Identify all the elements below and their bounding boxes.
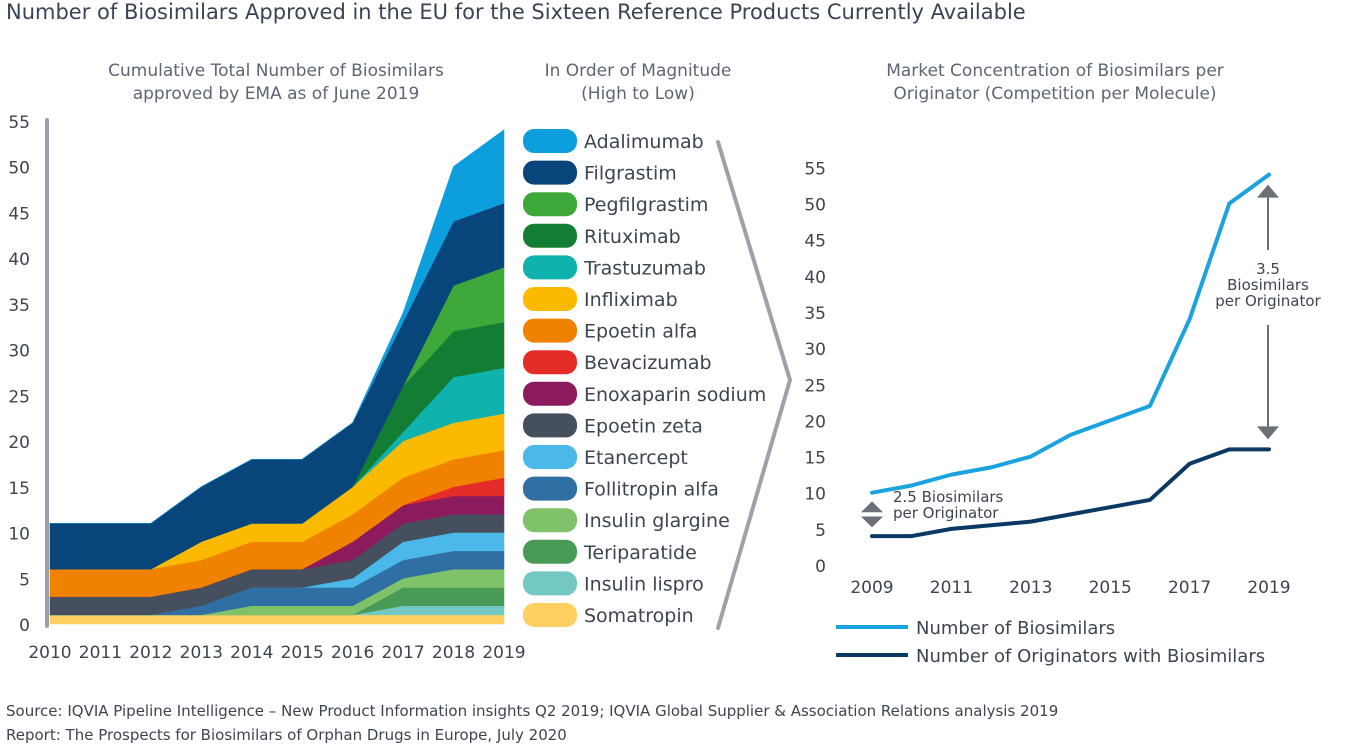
legend-swatch-insulin-glargine bbox=[523, 508, 577, 533]
y-tick-label: 40 bbox=[804, 268, 826, 288]
x-tick-label: 2011 bbox=[79, 643, 122, 663]
legend-label-somatropin: Somatropin bbox=[584, 605, 694, 627]
y-tick-label: 15 bbox=[804, 449, 826, 469]
right-chart-title: Market Concentration of Biosimilars per … bbox=[886, 61, 1224, 104]
legend-label-pegfilgrastim: Pegfilgrastim bbox=[584, 194, 708, 216]
legend-swatch-pegfilgrastim bbox=[523, 192, 577, 217]
x-tick-label: 2018 bbox=[432, 643, 475, 663]
y-tick-label: 55 bbox=[804, 159, 826, 179]
legend-swatch-somatropin bbox=[523, 603, 577, 627]
annotation-arrowhead-up bbox=[1257, 184, 1279, 198]
x-tick-label: 2014 bbox=[230, 643, 273, 663]
stacked-area-chart: 0 5 10 15 20 25 30 35 40 45 50 55 2010 2011 2012 2013 20… bbox=[8, 113, 525, 663]
chart-legend: Adalimumab Filgrastim Pegfilgrastim Rituxim… bbox=[523, 129, 792, 630]
annotation-arrowhead-down bbox=[861, 516, 883, 528]
y-tick-label: 40 bbox=[8, 250, 30, 270]
y-tick-label: 0 bbox=[19, 616, 30, 636]
annotation-label-large: 3.5 bbox=[1256, 260, 1280, 278]
y-tick-label: 35 bbox=[804, 304, 826, 324]
legend-swatch-epoetin-alfa bbox=[523, 318, 577, 343]
x-tick-label: 2015 bbox=[1089, 578, 1132, 598]
x-tick-label: 2017 bbox=[381, 643, 424, 663]
x-tick-label: 2009 bbox=[850, 578, 893, 598]
legend-swatch-bevacizumab bbox=[523, 350, 577, 375]
legend-label-teriparatide: Teriparatide bbox=[583, 542, 697, 564]
y-tick-label: 5 bbox=[19, 570, 30, 590]
y-tick-label: 20 bbox=[804, 412, 826, 432]
y-tick-label: 35 bbox=[8, 296, 30, 316]
y-tick-label: 50 bbox=[8, 159, 30, 179]
y-tick-label: 25 bbox=[8, 387, 30, 407]
area-somatropin bbox=[49, 614, 505, 625]
y-tick-label: 15 bbox=[8, 479, 30, 499]
legend-swatch-filgrastim bbox=[523, 160, 577, 185]
legend-swatch-follitropin-alfa bbox=[523, 476, 577, 501]
legend-swatch-enoxaparin-sodium bbox=[523, 381, 577, 406]
annotation-label-small: 2.5 Biosimilars bbox=[893, 488, 1004, 506]
x-tick-label: 2019 bbox=[482, 643, 525, 663]
legend-label-rituximab: Rituximab bbox=[584, 226, 681, 248]
legend-title: In Order of Magnitude (High to Low) bbox=[544, 61, 732, 104]
x-tick-label: 2012 bbox=[129, 643, 172, 663]
y-tick-label: 25 bbox=[804, 376, 826, 396]
legend-label-adalimumab: Adalimumab bbox=[584, 131, 704, 153]
x-tick-label: 2019 bbox=[1247, 578, 1290, 598]
y-tick-label: 50 bbox=[804, 196, 826, 216]
legend-swatch-adalimumab bbox=[523, 129, 577, 153]
series-line-number-of-originators-with-biosimilars bbox=[870, 447, 1271, 539]
main-title: Number of Biosimilars Approved in the EU… bbox=[6, 0, 1026, 24]
annotation-label-small: per Originator bbox=[893, 504, 999, 522]
legend-label-bevacizumab: Bevacizumab bbox=[584, 352, 712, 374]
line-chart: 0 5 10 15 20 25 30 35 40 45 50 55 2009 2011 2013 2015 20… bbox=[804, 159, 1321, 667]
x-tick-label: 2013 bbox=[180, 643, 223, 663]
y-tick-label: 45 bbox=[804, 232, 826, 252]
legend-label-insulin-lispro: Insulin lispro bbox=[584, 573, 704, 595]
area-adalimumab bbox=[50, 129, 505, 524]
y-tick-label: 10 bbox=[8, 525, 30, 545]
x-tick-label: 2013 bbox=[1009, 578, 1052, 598]
x-tick-label: 2010 bbox=[28, 643, 71, 663]
chevron-bracket bbox=[716, 140, 792, 630]
y-tick-label: 30 bbox=[8, 342, 30, 362]
x-tick-label: 2016 bbox=[331, 643, 374, 663]
x-tick-label: 2015 bbox=[281, 643, 324, 663]
y-tick-label: 10 bbox=[804, 485, 826, 505]
y-tick-label: 55 bbox=[8, 113, 30, 133]
legend-swatch-etanercept bbox=[523, 445, 577, 469]
y-tick-label: 0 bbox=[815, 557, 826, 577]
series-line-number-of-biosimilars bbox=[870, 172, 1271, 495]
legend-label-epoetin-alfa: Epoetin alfa bbox=[584, 321, 697, 343]
y-tick-label: 30 bbox=[804, 340, 826, 360]
legend-label-epoetin-zeta: Epoetin zeta bbox=[584, 415, 703, 437]
report-note: Report: The Prospects for Biosimilars of… bbox=[6, 726, 567, 744]
y-tick-label: 5 bbox=[815, 521, 826, 541]
y-tick-label: 20 bbox=[8, 433, 30, 453]
legend-label-follitropin-alfa: Follitropin alfa bbox=[584, 479, 719, 501]
annotation-label-large: per Originator bbox=[1215, 292, 1321, 310]
legend-swatch-rituximab bbox=[523, 223, 577, 248]
legend-label-trastuzumab: Trastuzumab bbox=[583, 257, 706, 279]
annotation-arrowhead-down bbox=[1257, 426, 1279, 440]
legend-label-etanercept: Etanercept bbox=[584, 447, 688, 469]
y-tick-label: 45 bbox=[8, 204, 30, 224]
legend-swatch-insulin-lispro bbox=[523, 571, 577, 596]
legend-label-filgrastim: Filgrastim bbox=[584, 163, 677, 185]
legend-label-infliximab: Infliximab bbox=[584, 289, 678, 311]
left-chart-title: Cumulative Total Number of Biosimilars a… bbox=[108, 61, 444, 104]
annotation-label-large: Biosimilars bbox=[1227, 276, 1309, 294]
line-legend-label-number-of-originators-with-biosimilars: Number of Originators with Biosimilars bbox=[916, 646, 1265, 667]
annotation-arrowhead-up bbox=[861, 501, 883, 513]
line-legend-label-number-of-biosimilars: Number of Biosimilars bbox=[916, 618, 1115, 639]
legend-swatch-epoetin-zeta bbox=[523, 413, 577, 438]
x-tick-label: 2011 bbox=[930, 578, 973, 598]
source-note: Source: IQVIA Pipeline Intelligence – Ne… bbox=[6, 702, 1059, 720]
legend-label-enoxaparin-sodium: Enoxaparin sodium bbox=[584, 384, 766, 406]
legend-swatch-trastuzumab bbox=[523, 255, 577, 280]
legend-swatch-teriparatide bbox=[523, 539, 577, 564]
legend-label-insulin-glargine: Insulin glargine bbox=[584, 510, 730, 532]
x-tick-label: 2017 bbox=[1168, 578, 1211, 598]
legend-swatch-infliximab bbox=[523, 287, 577, 311]
